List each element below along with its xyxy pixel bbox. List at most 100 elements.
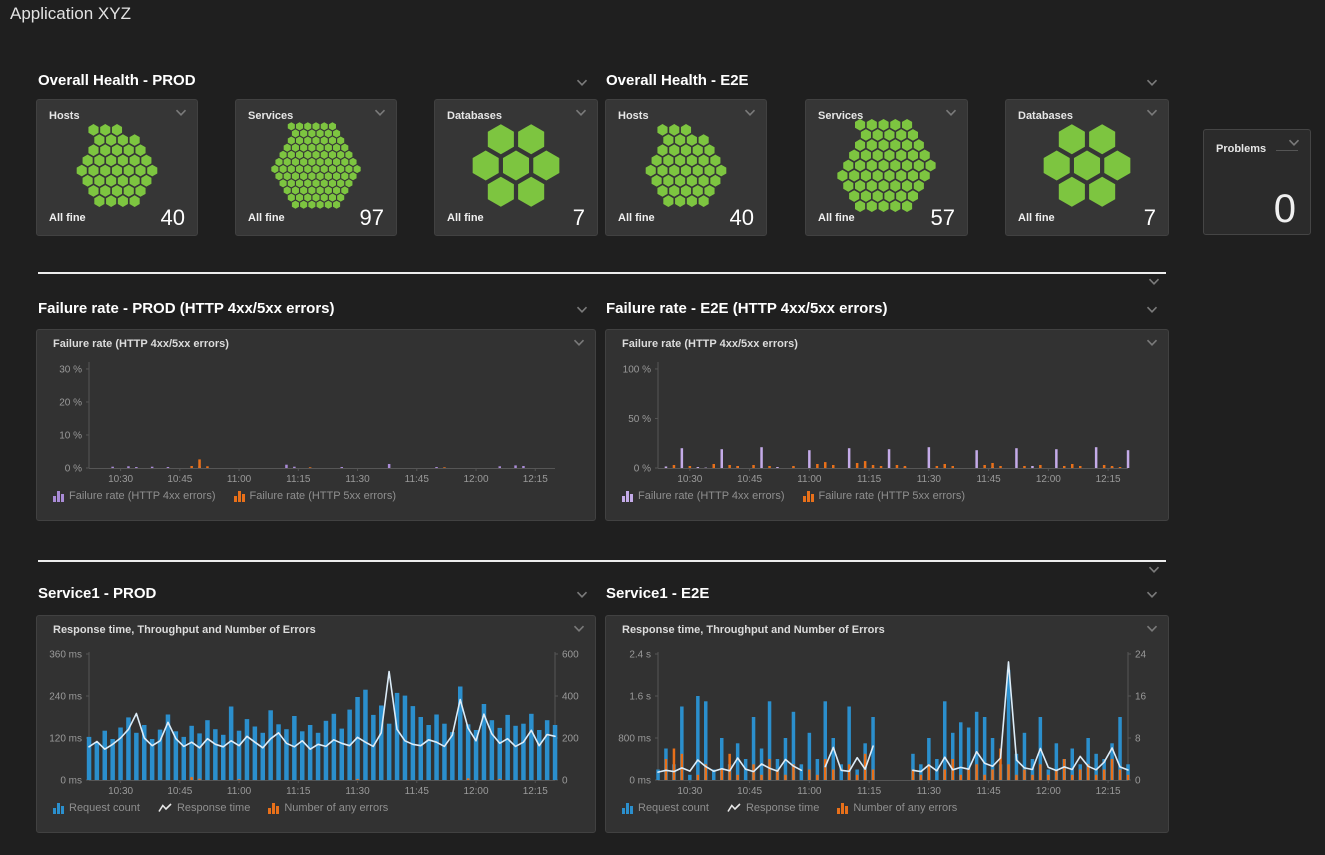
chevron-down-icon[interactable] — [1146, 591, 1158, 599]
problems-count: 0 — [1274, 187, 1296, 232]
svg-text:10:45: 10:45 — [737, 786, 762, 797]
chevron-down-icon[interactable] — [1146, 306, 1158, 314]
bars-icon — [803, 490, 814, 502]
problems-sparkline-placeholder — [1276, 150, 1298, 151]
tile-title: Response time, Throughput and Number of … — [53, 624, 316, 636]
chevron-down-icon[interactable] — [573, 339, 585, 347]
chevron-down-icon[interactable] — [1146, 109, 1158, 117]
chart-tile-failure-e2e[interactable]: Failure rate (HTTP 4xx/5xx errors) 0 %50… — [605, 329, 1169, 521]
honeycomb-chart — [37, 118, 197, 213]
chevron-down-icon[interactable] — [744, 109, 756, 117]
legend-item[interactable]: Number of any errors — [837, 802, 957, 814]
entity-count: 40 — [161, 205, 185, 231]
svg-text:0 %: 0 % — [634, 464, 651, 475]
legend-item[interactable]: Failure rate (HTTP 5xx errors) — [234, 490, 397, 502]
svg-text:10:30: 10:30 — [108, 786, 133, 797]
health-tile-services-prod[interactable]: Services All fine 97 — [235, 99, 397, 236]
svg-text:10:45: 10:45 — [167, 786, 192, 797]
svg-text:30 %: 30 % — [59, 364, 82, 375]
legend-label: Number of any errors — [853, 802, 957, 814]
legend-item[interactable]: Response time — [727, 802, 819, 814]
problems-tile[interactable]: Problems 0 — [1203, 129, 1311, 235]
honeycomb-chart — [435, 118, 597, 213]
bars-icon — [268, 802, 279, 814]
svg-text:120 ms: 120 ms — [49, 734, 82, 745]
legend-item[interactable]: Response time — [158, 802, 250, 814]
svg-text:50 %: 50 % — [628, 414, 651, 425]
bars-icon — [622, 802, 633, 814]
chevron-down-icon[interactable] — [1146, 79, 1158, 87]
section-title-service1-prod: Service1 - PROD — [38, 585, 156, 602]
honeycomb-svg — [435, 118, 597, 213]
chevron-down-icon[interactable] — [1148, 566, 1160, 574]
section-title-failure-e2e: Failure rate - E2E (HTTP 4xx/5xx errors) — [606, 300, 888, 317]
chart-legend: Failure rate (HTTP 4xx errors) Failure ra… — [53, 490, 396, 502]
health-tile-databases-e2e[interactable]: Databases All fine 7 — [1005, 99, 1169, 236]
legend-label: Response time — [177, 802, 250, 814]
bars-icon — [53, 802, 64, 814]
svg-text:11:30: 11:30 — [917, 474, 942, 485]
chart-tile-failure-prod[interactable]: Failure rate (HTTP 4xx/5xx errors) 0 %10… — [36, 329, 596, 521]
svg-text:1.6 s: 1.6 s — [629, 692, 651, 703]
svg-text:600: 600 — [562, 650, 579, 661]
svg-text:100 %: 100 % — [623, 364, 651, 375]
svg-text:11:45: 11:45 — [976, 786, 1001, 797]
legend-item[interactable]: Number of any errors — [268, 802, 388, 814]
svg-text:11:15: 11:15 — [857, 474, 882, 485]
legend-label: Failure rate (HTTP 4xx errors) — [638, 490, 785, 502]
legend-label: Failure rate (HTTP 5xx errors) — [250, 490, 397, 502]
section-divider — [38, 560, 1166, 562]
svg-text:12:15: 12:15 — [523, 474, 548, 485]
health-tile-hosts-prod[interactable]: Hosts All fine 40 — [36, 99, 198, 236]
honeycomb-svg — [37, 118, 197, 213]
health-tile-services-e2e[interactable]: Services All fine 57 — [805, 99, 968, 236]
health-tile-databases-prod[interactable]: Databases All fine 7 — [434, 99, 598, 236]
status-text: All fine — [248, 212, 285, 224]
chevron-down-icon[interactable] — [573, 625, 585, 633]
legend-item[interactable]: Request count — [622, 802, 709, 814]
tile-title: Problems — [1216, 143, 1266, 155]
svg-text:11:15: 11:15 — [286, 474, 311, 485]
chart-tile-service1-e2e[interactable]: Response time, Throughput and Number of … — [605, 615, 1169, 833]
legend-item[interactable]: Failure rate (HTTP 4xx errors) — [622, 490, 785, 502]
honeycomb-svg — [606, 118, 766, 213]
chart-legend: Request count Response time Number of any … — [622, 802, 957, 814]
health-tile-hosts-e2e[interactable]: Hosts All fine 40 — [605, 99, 767, 236]
svg-text:11:00: 11:00 — [227, 786, 252, 797]
status-text: All fine — [1018, 212, 1055, 224]
entity-count: 7 — [1144, 205, 1156, 231]
chevron-down-icon[interactable] — [1148, 278, 1160, 286]
chevron-down-icon[interactable] — [576, 306, 588, 314]
legend-item[interactable]: Failure rate (HTTP 5xx errors) — [803, 490, 966, 502]
svg-text:0: 0 — [1135, 776, 1141, 787]
chevron-down-icon[interactable] — [576, 591, 588, 599]
svg-text:400: 400 — [562, 692, 579, 703]
chevron-down-icon[interactable] — [945, 109, 957, 117]
svg-text:20 %: 20 % — [59, 397, 82, 408]
entity-count: 57 — [931, 205, 955, 231]
chevron-down-icon[interactable] — [1146, 339, 1158, 347]
bars-icon — [622, 490, 633, 502]
svg-text:360 ms: 360 ms — [49, 650, 82, 661]
section-title-service1-e2e: Service1 - E2E — [606, 585, 709, 602]
svg-text:11:15: 11:15 — [286, 786, 311, 797]
chevron-down-icon[interactable] — [575, 109, 587, 117]
chart-tile-service1-prod[interactable]: Response time, Throughput and Number of … — [36, 615, 596, 833]
entity-count: 7 — [573, 205, 585, 231]
bars-icon — [53, 490, 64, 502]
svg-text:11:00: 11:00 — [797, 786, 822, 797]
section-title-overall-health-prod: Overall Health - PROD — [38, 72, 196, 89]
status-text: All fine — [447, 212, 484, 224]
chevron-down-icon[interactable] — [1288, 139, 1300, 147]
chart-canvas: 0 %10 %20 %30 %10:3010:4511:0011:1511:30… — [37, 356, 595, 486]
chevron-down-icon[interactable] — [175, 109, 187, 117]
legend-label: Failure rate (HTTP 4xx errors) — [69, 490, 216, 502]
status-text: All fine — [49, 212, 86, 224]
chevron-down-icon[interactable] — [1146, 625, 1158, 633]
legend-label: Number of any errors — [284, 802, 388, 814]
legend-item[interactable]: Request count — [53, 802, 140, 814]
legend-item[interactable]: Failure rate (HTTP 4xx errors) — [53, 490, 216, 502]
svg-text:0 %: 0 % — [65, 464, 82, 475]
chevron-down-icon[interactable] — [576, 79, 588, 87]
chevron-down-icon[interactable] — [374, 109, 386, 117]
